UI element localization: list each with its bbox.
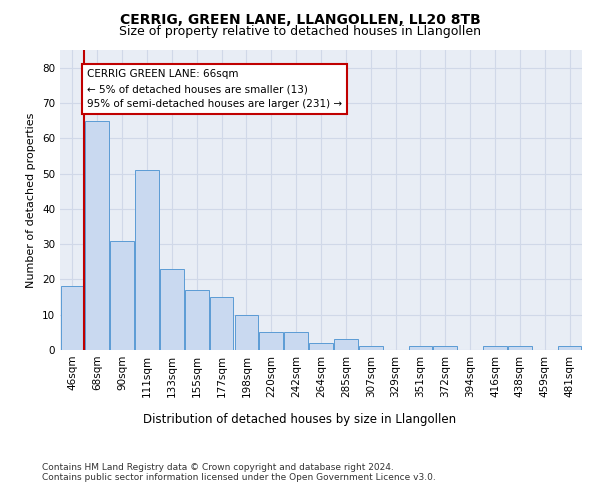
Text: Size of property relative to detached houses in Llangollen: Size of property relative to detached ho… [119, 25, 481, 38]
Bar [85, 120, 109, 350]
Bar [309, 343, 333, 350]
Bar [359, 346, 383, 350]
Text: Contains HM Land Registry data © Crown copyright and database right 2024.
Contai: Contains HM Land Registry data © Crown c… [42, 462, 436, 482]
Text: Distribution of detached houses by size in Llangollen: Distribution of detached houses by size … [143, 412, 457, 426]
Bar [409, 346, 432, 350]
Bar [235, 314, 258, 350]
Bar [433, 346, 457, 350]
Bar [135, 170, 159, 350]
Bar [334, 340, 358, 350]
Text: CERRIG GREEN LANE: 66sqm
← 5% of detached houses are smaller (13)
95% of semi-de: CERRIG GREEN LANE: 66sqm ← 5% of detache… [87, 70, 342, 109]
Bar [558, 346, 581, 350]
Bar [185, 290, 209, 350]
Bar [160, 269, 184, 350]
Bar [259, 332, 283, 350]
Bar [210, 297, 233, 350]
Y-axis label: Number of detached properties: Number of detached properties [26, 112, 37, 288]
Bar [110, 240, 134, 350]
Bar [284, 332, 308, 350]
Bar [61, 286, 84, 350]
Bar [508, 346, 532, 350]
Bar [483, 346, 507, 350]
Text: CERRIG, GREEN LANE, LLANGOLLEN, LL20 8TB: CERRIG, GREEN LANE, LLANGOLLEN, LL20 8TB [119, 12, 481, 26]
